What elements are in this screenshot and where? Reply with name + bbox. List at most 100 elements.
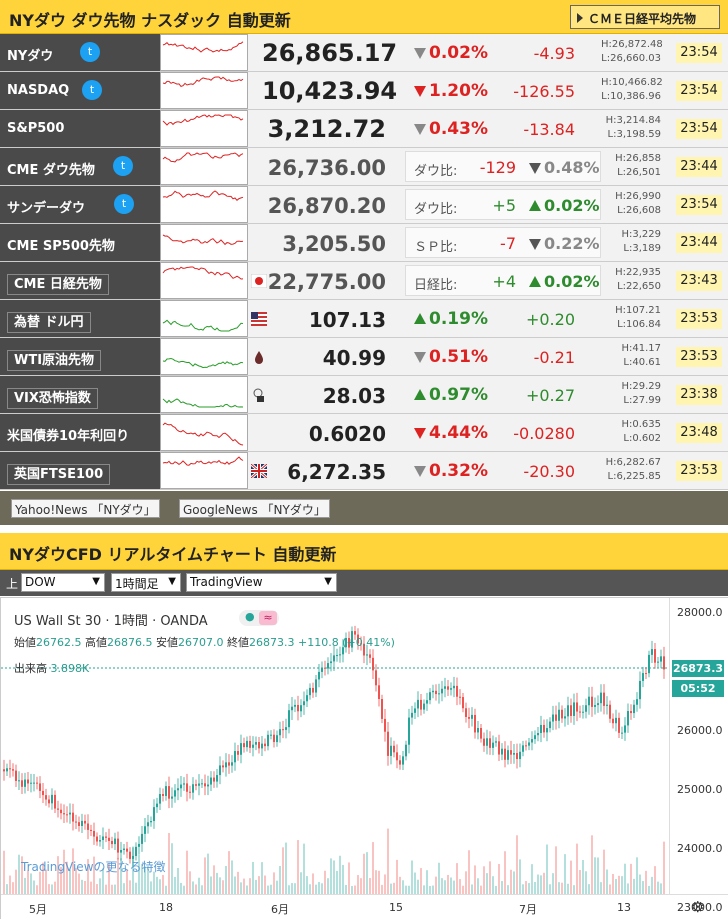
quote-name[interactable]: CME 日経先物	[0, 262, 160, 299]
percent-change: 1.20%	[414, 81, 488, 101]
sparkline	[162, 319, 244, 332]
quote-value: 3,205.50	[282, 232, 386, 256]
tradingview-chart[interactable]: US Wall St 30 · 1時間 · OANDA ● ≈ 始値26762.…	[0, 597, 728, 920]
uk-flag-icon	[250, 462, 268, 480]
high-low: H:10,466.82 L:10,386.96	[601, 77, 663, 102]
high-low: H:107.21 L:106.84	[615, 305, 661, 330]
vix-flag-icon	[251, 387, 267, 402]
point-change: +0.20	[525, 310, 575, 329]
sparkline	[162, 190, 244, 202]
live-dot-icon: ●	[245, 610, 255, 623]
arrow-down-icon	[414, 428, 426, 439]
candlestick-plot[interactable]	[1, 598, 669, 894]
update-time: 23:54	[676, 195, 722, 215]
provider-select[interactable]: TradingView ▼	[186, 573, 337, 592]
quote-row: NYダウ t 26,865.17 0.02% -4.93 H:26,872.48 L:26,…	[0, 34, 728, 72]
arrow-up-icon	[414, 313, 426, 324]
chart-controls: 上 DOW ▼ 1時間足 ▼ TradingView ▼	[0, 570, 728, 596]
sparkline-chart[interactable]	[160, 300, 248, 337]
sparkline-chart[interactable]	[160, 72, 248, 109]
twitter-icon[interactable]: t	[80, 42, 100, 62]
sparkline-chart[interactable]	[160, 186, 248, 223]
point-change: -0.21	[533, 348, 575, 367]
price-axis[interactable]	[669, 598, 728, 894]
quote-name[interactable]: WTI原油先物	[0, 338, 160, 375]
sparkline	[162, 114, 244, 126]
quote-name[interactable]: 英国FTSE100	[0, 452, 160, 489]
chevron-down-icon: ▼	[324, 576, 332, 587]
sparkline-chart[interactable]	[160, 34, 248, 71]
header-chart: NYダウCFD リアルタイムチャート 自動更新	[0, 533, 728, 570]
quote-name[interactable]: VIX恐怖指数	[0, 376, 160, 413]
quote-value: 3,212.72	[267, 115, 386, 143]
sparkline-chart[interactable]	[160, 110, 248, 147]
symbol-select[interactable]: DOW ▼	[21, 573, 105, 592]
quote-row: WTI原油先物 40.99 0.51% -0.21 H:41.17 L:40.61 23:5…	[0, 338, 728, 376]
twitter-icon[interactable]: t	[114, 194, 134, 214]
time-tick: 15	[389, 901, 403, 914]
chevron-down-icon: ▼	[168, 576, 176, 587]
percent-change: 0.32%	[414, 461, 488, 481]
sparkline-chart[interactable]	[160, 224, 248, 261]
sparkline-chart[interactable]	[160, 414, 248, 451]
comparison-box: ＳＰ比: -7 0.22%	[405, 227, 601, 258]
update-time: 23:54	[676, 81, 722, 101]
comparison-box: ダウ比: +5 0.02%	[405, 189, 601, 220]
sparkline	[162, 422, 244, 446]
quote-name: S&P500	[0, 110, 160, 147]
time-axis[interactable]	[1, 894, 728, 920]
point-change: -4.93	[533, 44, 575, 63]
quote-row: VIX恐怖指数 28.03 0.97% +0.27 H:29.29 L:27.99 23:3…	[0, 376, 728, 414]
high-low: H:22,935 L:22,650	[615, 267, 661, 292]
sparkline-chart[interactable]	[160, 338, 248, 375]
time-tick: 5月	[29, 903, 47, 916]
last-price-tag: 26873.3	[672, 660, 724, 677]
percent-change: 4.44%	[414, 423, 488, 443]
status-badge[interactable]: ● ≈	[239, 610, 279, 626]
arrow-up-icon	[529, 276, 541, 287]
quote-row: 英国FTSE100 6,272.35 0.32% -20.30 H:6,282.67 L:…	[0, 452, 728, 490]
sparkline-chart[interactable]	[160, 262, 248, 299]
countdown-tag: 05:52	[672, 680, 724, 697]
google-news-link[interactable]: GoogleNews 「NYダウ」	[179, 499, 330, 518]
quote-value: 10,423.94	[262, 77, 398, 105]
quote-name: NASDAQ	[0, 72, 160, 109]
time-tick: 7月	[519, 903, 537, 916]
quote-row: CME 日経先物 22,775.00 日経比: +4 0.02% H:22,935 L:22…	[0, 262, 728, 300]
update-time: 23:53	[676, 461, 722, 481]
arrow-down-icon	[414, 124, 426, 135]
tradingview-promo-link[interactable]: TradingViewの更なる特徴	[21, 860, 166, 874]
chart-section-title: NYダウCFD リアルタイムチャート 自動更新	[9, 545, 337, 564]
quote-name[interactable]: 為替 ドル円	[0, 300, 160, 337]
comparison-box: 日経比: +4 0.02%	[405, 265, 601, 296]
update-time: 23:53	[676, 347, 722, 367]
sparkline-chart[interactable]	[160, 452, 248, 489]
gear-icon[interactable]: ⚙	[691, 898, 705, 916]
quote-value: 22,775.00	[267, 270, 386, 294]
cme-nikkei-button[interactable]: ＣＭＥ日経平均先物	[570, 5, 720, 29]
sparkline-chart[interactable]	[160, 148, 248, 185]
news-bar: Yahoo!News 「NYダウ」 GoogleNews 「NYダウ」	[0, 491, 728, 525]
us-flag-icon	[251, 311, 267, 326]
quote-value: 6,272.35	[287, 460, 386, 484]
arrow-down-icon	[414, 86, 426, 97]
point-change: -0.0280	[513, 424, 575, 443]
time-tick: 13	[617, 901, 631, 914]
yahoo-news-link[interactable]: Yahoo!News 「NYダウ」	[11, 499, 160, 518]
percent-change: 0.51%	[414, 347, 488, 367]
volume-legend: 出来高 3.898K	[14, 662, 90, 675]
price-tick: 25000.0	[677, 783, 723, 796]
sparkline-chart[interactable]	[160, 376, 248, 413]
sparkline	[162, 266, 244, 280]
sparkline	[162, 152, 244, 163]
update-time: 23:48	[676, 423, 722, 443]
twitter-icon[interactable]: t	[82, 80, 102, 100]
quote-value: 0.6020	[308, 422, 386, 446]
twitter-icon[interactable]: t	[113, 156, 133, 176]
point-change: +0.27	[525, 386, 575, 405]
quote-value: 28.03	[322, 384, 386, 408]
arrow-down-icon	[529, 239, 541, 250]
percent-change: 0.43%	[414, 119, 488, 139]
interval-select[interactable]: 1時間足 ▼	[111, 573, 181, 592]
high-low: H:3,214.84 L:3,198.59	[605, 115, 661, 140]
